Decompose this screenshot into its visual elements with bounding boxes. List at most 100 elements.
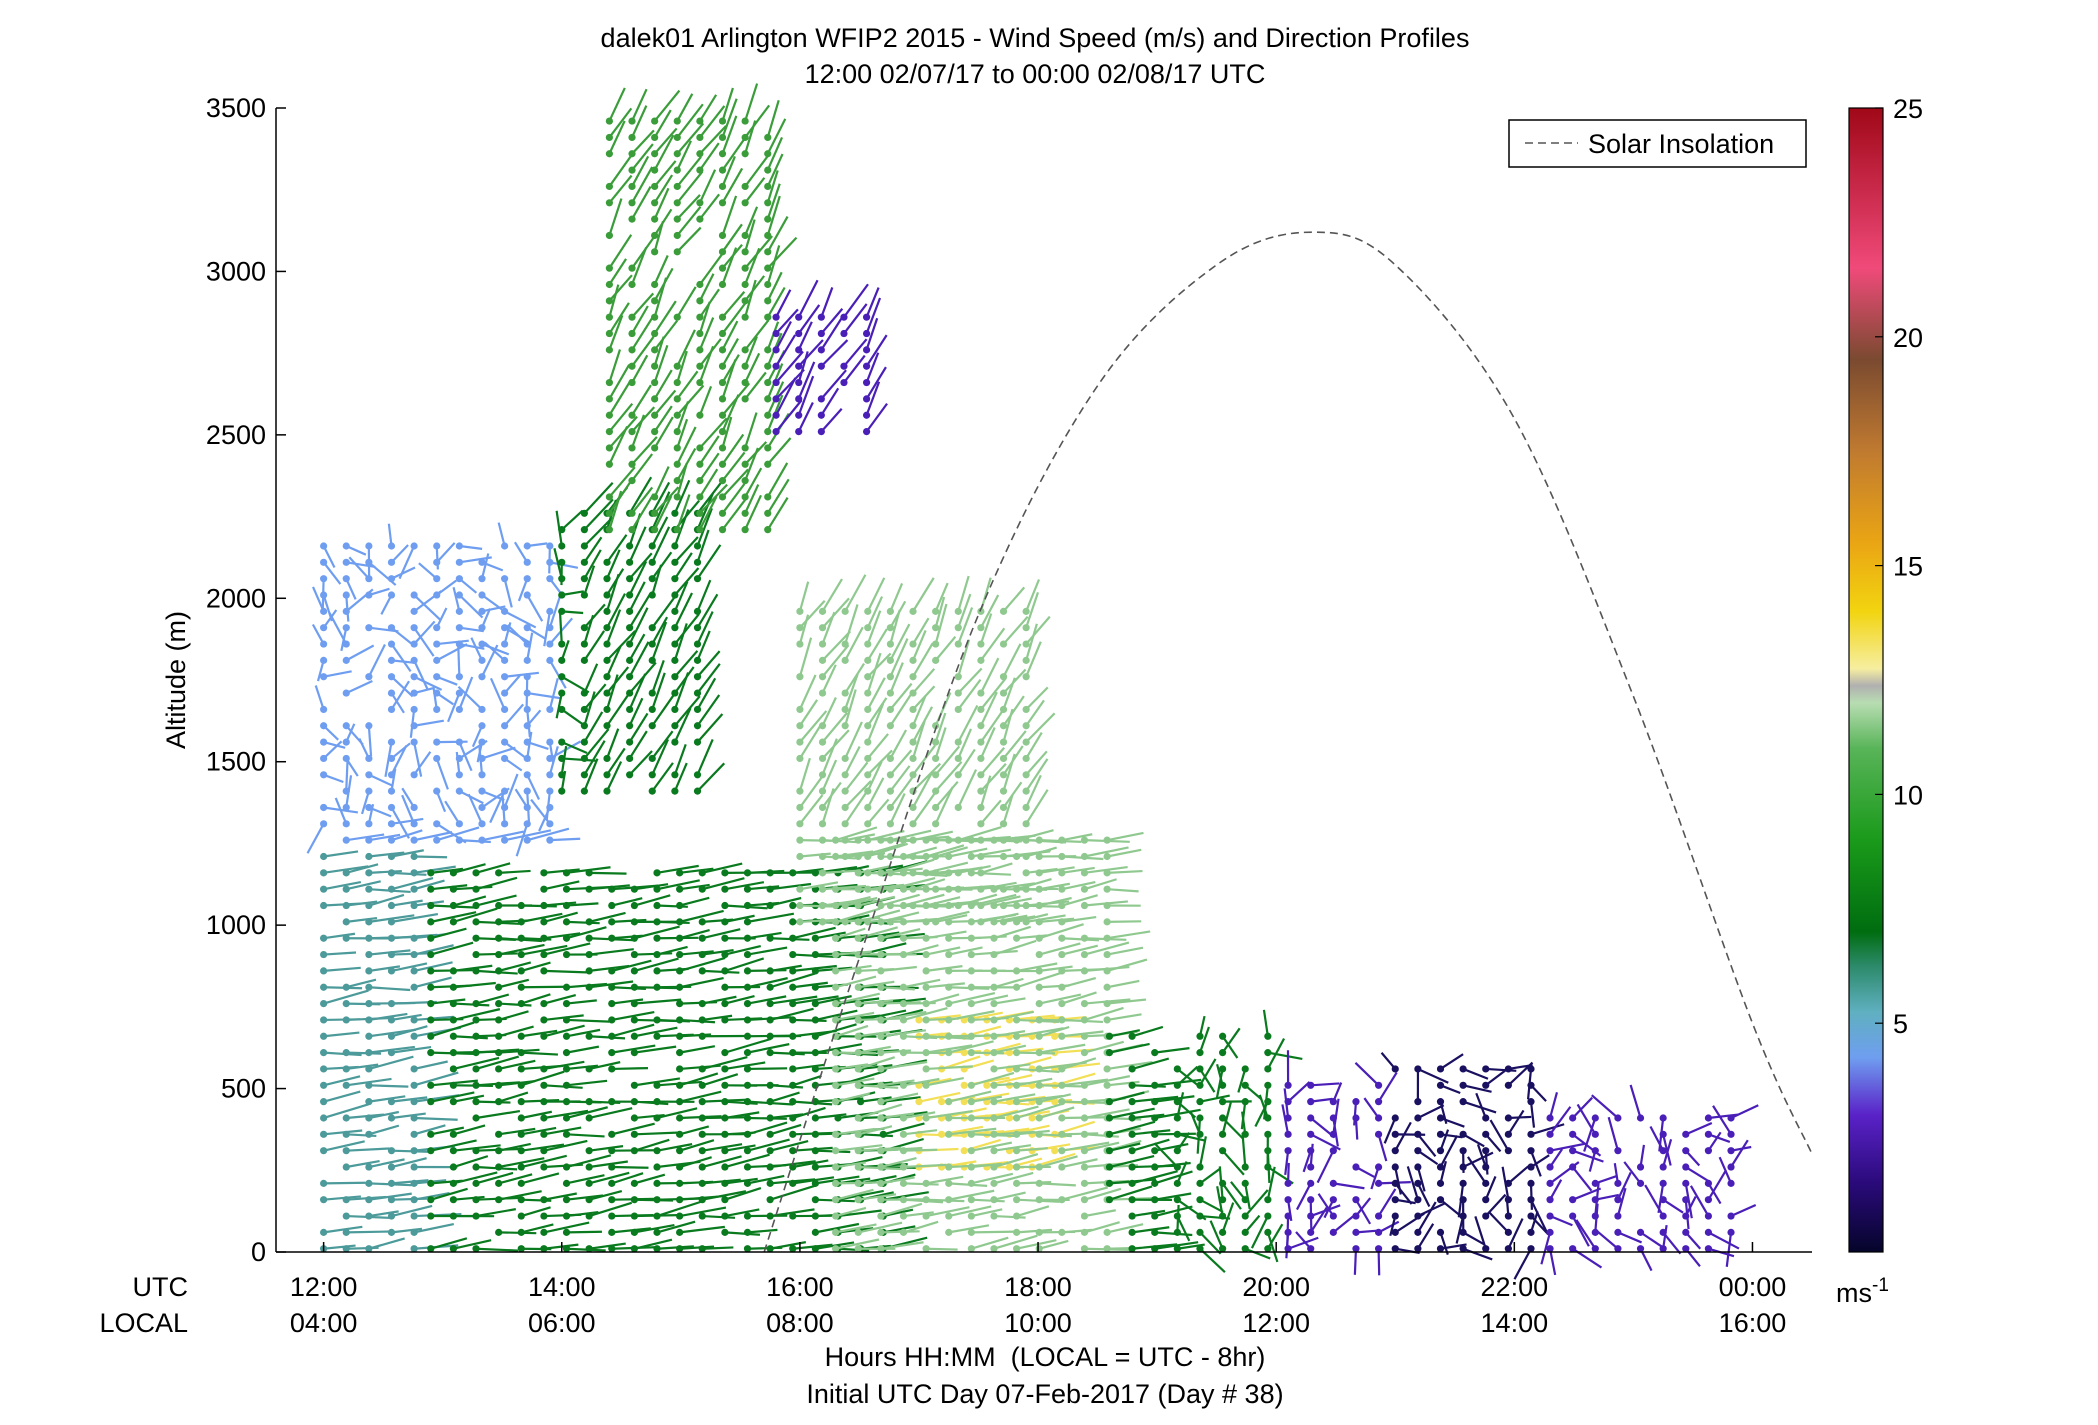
wind-barb-shaft	[543, 611, 551, 647]
wind-barb-dot	[764, 199, 772, 207]
wind-barb-dot	[387, 771, 396, 779]
wind-barb-dot	[1196, 1114, 1204, 1122]
wind-barb-dot	[603, 656, 611, 664]
wind-barb-shaft	[653, 344, 669, 383]
wind-barb-dot	[1013, 1212, 1021, 1220]
wind-barb-shaft	[391, 1025, 428, 1038]
wind-barb-dot	[342, 1016, 350, 1024]
wind-barb-dot	[999, 705, 1008, 714]
wind-barb-dot	[1504, 1245, 1512, 1253]
wind-barb-shaft	[702, 969, 740, 974]
wind-barb-shaft	[1302, 1150, 1312, 1173]
wind-barb-shaft	[390, 680, 410, 710]
wind-barb-dot	[673, 133, 681, 142]
wind-barb-dot	[877, 1065, 885, 1073]
wind-barb-dot	[1374, 1081, 1383, 1089]
legend: Solar Insolation	[1508, 119, 1807, 168]
wind-barb-dot	[832, 836, 840, 844]
wind-barb-shaft	[1707, 1131, 1722, 1152]
wind-barb-dot	[764, 166, 772, 174]
wind-barb-dot	[945, 1032, 953, 1040]
wind-barb-shaft	[993, 1234, 1038, 1250]
wind-barb-dot	[840, 313, 848, 321]
wind-barb-dot	[977, 738, 985, 746]
wind-barb-dot	[899, 1228, 908, 1236]
y-tick-label: 1500	[206, 747, 266, 777]
wind-barb-shaft	[835, 1063, 869, 1071]
wind-barb-dot	[999, 754, 1008, 763]
wind-barb-shaft	[1363, 1097, 1380, 1119]
wind-barb-dot	[789, 1114, 797, 1122]
wind-barb-dot	[832, 1065, 840, 1073]
wind-barb-dot	[967, 967, 975, 975]
wind-barb-dot	[741, 150, 749, 158]
wind-barb-dot	[1352, 1098, 1360, 1106]
wind-barb-dot	[495, 1179, 503, 1187]
wind-barb-dot	[854, 1016, 862, 1024]
wind-barb-dot	[909, 705, 917, 714]
wind-barb-dot	[721, 901, 729, 910]
wind-barb-dot	[472, 1114, 480, 1122]
wind-barb-dot	[449, 1196, 458, 1204]
wind-barb-dot	[673, 427, 681, 436]
y-tick-label: 3000	[206, 256, 266, 286]
wind-barb-shaft	[935, 846, 968, 858]
wind-barb-dot	[546, 836, 554, 844]
wind-barb-shaft	[1548, 1092, 1559, 1119]
wind-barb-shaft	[721, 468, 749, 498]
wind-barb-shaft	[889, 638, 909, 678]
wind-barb-dot	[517, 901, 525, 910]
wind-barb-shaft	[447, 692, 461, 723]
colorbar-unit-exponent: -1	[1872, 1275, 1889, 1296]
wind-barb-shaft	[631, 88, 648, 122]
wind-barb-dot	[673, 460, 681, 468]
wind-barb-shaft	[561, 590, 584, 597]
wind-barb-shaft	[1107, 869, 1143, 874]
wind-barb-shaft	[1484, 1176, 1497, 1201]
wind-barb-dot	[862, 411, 871, 419]
wind-barb-shaft	[926, 982, 965, 989]
wind-barb-shaft	[631, 406, 656, 433]
wind-barb-dot	[922, 967, 930, 975]
wind-barb-dot	[342, 787, 350, 795]
wind-barb-dot	[877, 918, 885, 926]
wind-barb-shaft	[724, 914, 755, 923]
wind-barb-dot	[455, 771, 463, 779]
wind-barb-shaft	[821, 711, 849, 743]
wind-barb-dot	[626, 754, 634, 763]
wind-barb-shaft	[699, 193, 721, 220]
wind-barb-shaft	[702, 995, 737, 1005]
wind-barb-shaft	[724, 957, 765, 972]
wind-barb-dot	[696, 444, 704, 452]
wind-barb-shaft	[566, 1194, 604, 1201]
wind-barb-shaft	[1455, 1215, 1465, 1244]
wind-barb-dot	[580, 624, 588, 632]
wind-barb-dot	[671, 607, 679, 615]
wind-barb-dot	[433, 591, 441, 599]
wind-barb-shaft	[1662, 1231, 1682, 1255]
wind-barb-shaft	[498, 978, 530, 989]
wind-barb-dot	[696, 150, 704, 158]
wind-barb-dot	[932, 722, 940, 730]
wind-barb-shaft	[1476, 1144, 1487, 1168]
wind-barb-dot	[626, 591, 634, 599]
wind-barb-shaft	[679, 1018, 716, 1024]
wind-barb-shaft	[1439, 1198, 1462, 1217]
wind-barb-dot	[651, 166, 659, 174]
wind-barb-shaft	[903, 1163, 947, 1169]
wind-barb-shaft	[340, 627, 348, 652]
wind-barb-dot	[648, 754, 656, 763]
wind-barb-dot	[764, 264, 772, 272]
wind-barb-dot	[1307, 1114, 1315, 1122]
wind-barb-shaft	[413, 594, 441, 621]
wind-barb-shaft	[1002, 794, 1014, 825]
wind-barb-dot	[789, 1179, 797, 1187]
wind-barb-shaft	[799, 904, 833, 908]
wind-barb-shaft	[674, 695, 701, 727]
wind-barb-dot	[320, 624, 328, 632]
wind-barb-dot	[1264, 1032, 1272, 1040]
wind-barb-shaft	[912, 878, 946, 891]
wind-barb-dot	[922, 1016, 930, 1024]
wind-barb-shaft	[1131, 1170, 1178, 1185]
wind-barb-shaft	[957, 826, 1002, 842]
